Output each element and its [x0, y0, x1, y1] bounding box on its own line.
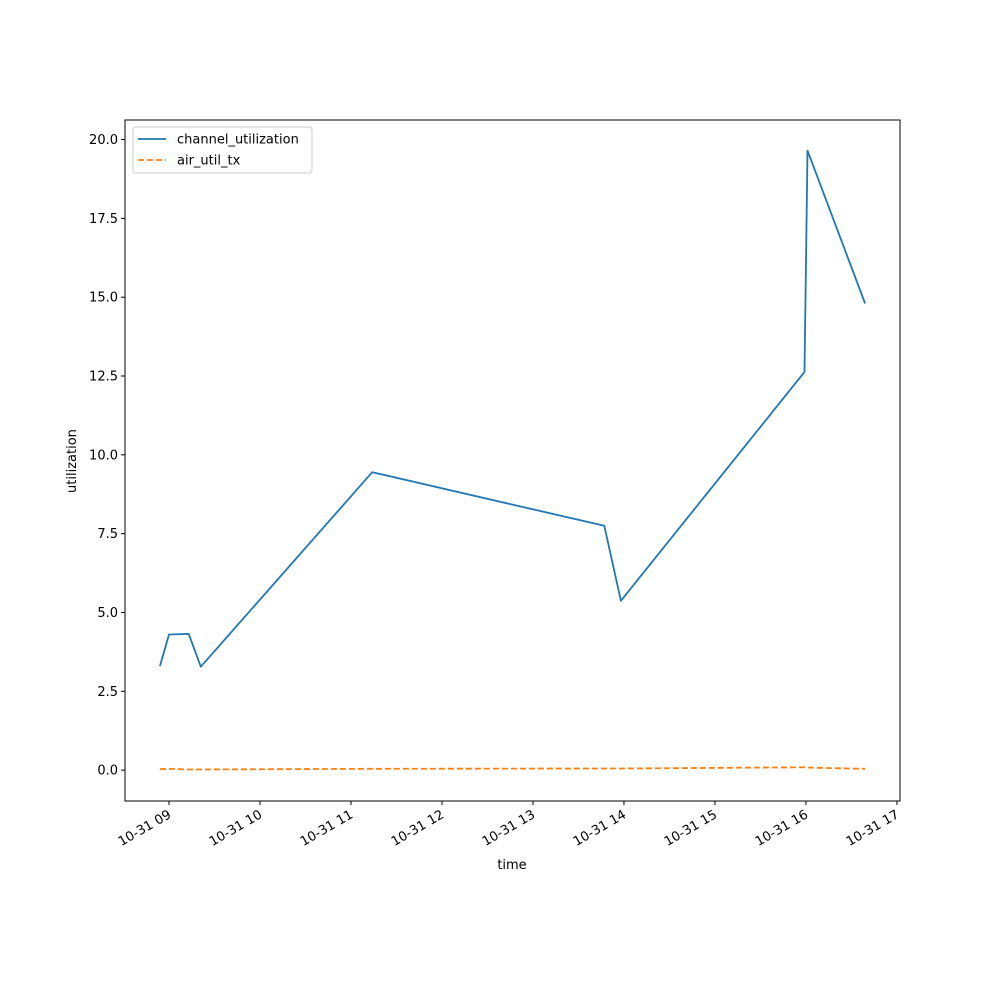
x-tick-label: 10-31 10 — [207, 807, 265, 849]
y-tick-label: 0.0 — [97, 764, 118, 779]
y-tick-label: 17.5 — [89, 212, 118, 227]
series-line-channel-utilization — [159, 149, 866, 668]
x-tick-label: 10-31 12 — [389, 807, 447, 849]
series-line-air-util-tx — [159, 766, 866, 771]
x-axis-label: time — [497, 858, 526, 873]
series-layer — [159, 149, 866, 771]
x-axis: 10-31 09 10-31 10 10-31 11 10-31 12 10-31 13… — [116, 801, 902, 850]
x-tick-label: 10-31 17 — [844, 807, 902, 849]
legend-label: channel_utilization — [177, 133, 299, 148]
y-tick-label: 15.0 — [89, 291, 118, 306]
legend-label: air_util_tx — [177, 154, 241, 169]
y-tick-label: 20.0 — [89, 133, 118, 148]
x-tick-label: 10-31 15 — [662, 807, 720, 849]
x-tick-label: 10-31 13 — [480, 807, 538, 849]
y-tick-label: 7.5 — [97, 527, 118, 542]
x-tick-label: 10-31 09 — [116, 807, 174, 849]
y-tick-label: 5.0 — [97, 606, 118, 621]
legend: channel_utilization air_util_tx — [132, 126, 313, 174]
legend-box — [132, 126, 313, 174]
x-tick-label: 10-31 16 — [753, 807, 811, 849]
y-axis: 0.0 2.5 5.0 7.5 10.0 12.5 15.0 17.5 20.0 — [89, 133, 125, 779]
x-tick-label: 10-31 14 — [571, 807, 629, 849]
y-tick-label: 2.5 — [97, 685, 118, 700]
y-tick-label: 12.5 — [89, 370, 118, 385]
x-tick-label: 10-31 11 — [298, 807, 356, 849]
axes-frame — [124, 119, 901, 802]
y-axis-label: utilization — [65, 429, 80, 493]
y-tick-label: 10.0 — [89, 448, 118, 463]
